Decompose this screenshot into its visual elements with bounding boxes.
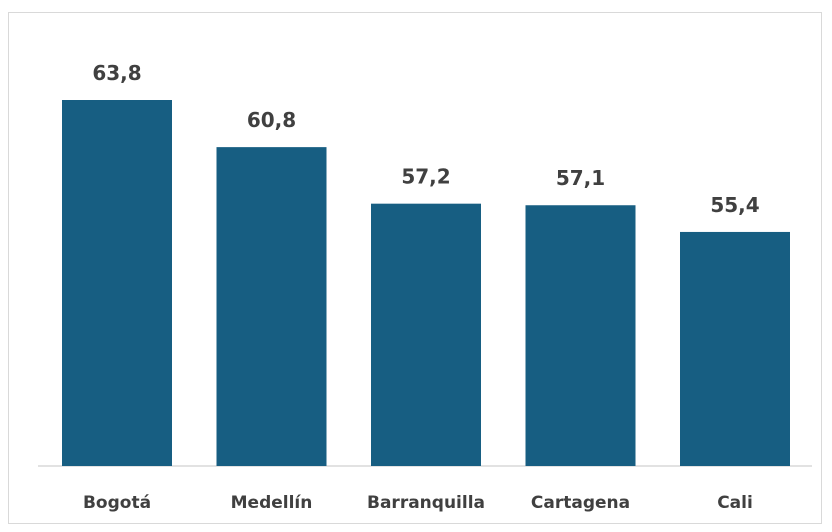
bar-4	[680, 231, 790, 466]
category-label-4: Cali	[717, 493, 753, 513]
value-label-2: 57,2	[401, 165, 450, 189]
category-label-0: Bogotá	[83, 493, 151, 513]
bar-0	[62, 100, 172, 466]
bar-1	[216, 147, 327, 467]
value-label-3: 57,1	[556, 166, 605, 190]
value-label-1: 60,8	[247, 108, 296, 132]
bar-2	[371, 203, 481, 466]
category-label-2: Barranquilla	[367, 493, 485, 513]
category-label-3: Cartagena	[531, 493, 630, 513]
category-label-1: Medellín	[231, 493, 313, 513]
bar-3	[525, 205, 636, 466]
value-label-4: 55,4	[710, 193, 759, 217]
value-label-0: 63,8	[92, 61, 141, 85]
